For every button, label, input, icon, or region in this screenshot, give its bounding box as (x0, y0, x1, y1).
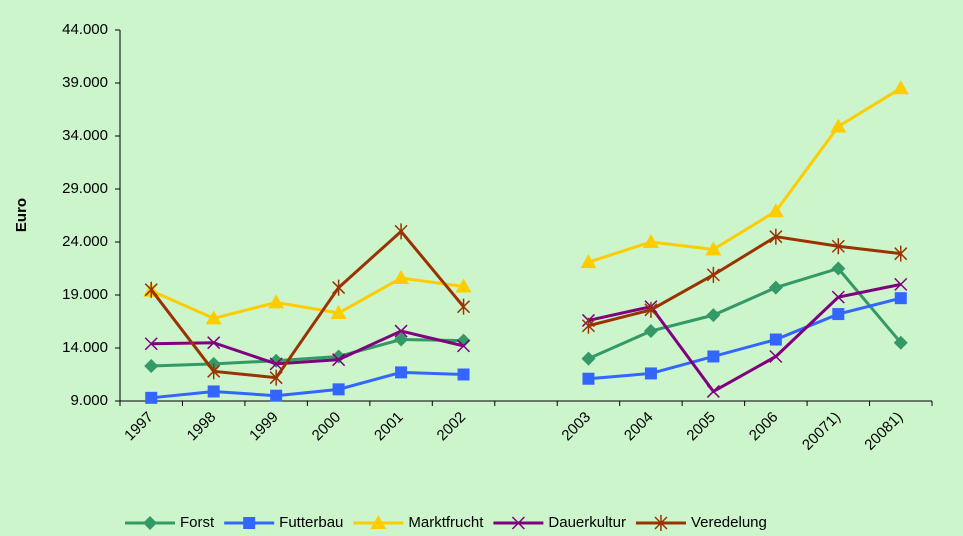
marker (394, 324, 408, 338)
marker (581, 317, 595, 334)
legend-label: Veredelung (691, 514, 767, 531)
marker (455, 278, 472, 293)
marker (269, 369, 283, 386)
marker (894, 245, 908, 262)
marker (332, 353, 346, 367)
marker (831, 261, 846, 276)
y-tick-label: 14.000 (62, 339, 108, 356)
legend-label: Futterbau (279, 514, 343, 531)
marker (643, 324, 658, 339)
marker (705, 241, 722, 256)
series-line (150, 229, 901, 380)
series-line (151, 296, 902, 400)
marker (207, 363, 221, 380)
marker (830, 118, 847, 133)
marker (332, 383, 345, 396)
marker (768, 280, 783, 295)
marker (144, 281, 158, 298)
marker (580, 254, 597, 269)
marker (144, 337, 158, 351)
marker (330, 305, 347, 320)
marker (894, 277, 908, 291)
marker (395, 366, 408, 379)
marker (706, 266, 720, 283)
legend-label: Forst (180, 514, 215, 531)
y-tick-label: 34.000 (62, 127, 108, 144)
series-line (151, 282, 902, 394)
y-tick-label: 24.000 (62, 233, 108, 250)
marker (832, 308, 845, 321)
marker (831, 290, 845, 304)
y-axis-label: Euro (13, 198, 30, 232)
marker (393, 270, 410, 285)
marker (457, 298, 471, 315)
legend-item: Veredelung (635, 514, 767, 531)
marker (457, 368, 470, 381)
marker (332, 279, 346, 296)
marker (370, 515, 387, 529)
marker (144, 359, 159, 374)
marker (269, 357, 283, 371)
marker (207, 385, 220, 398)
legend-item: Dauerkultur (493, 514, 626, 531)
marker (767, 203, 784, 218)
marker (644, 301, 658, 318)
y-tick-label: 9.000 (70, 392, 108, 409)
marker (457, 339, 471, 353)
legend-item: Forst (125, 514, 215, 531)
series-line (150, 87, 902, 320)
y-tick-label: 44.000 (62, 21, 108, 38)
marker (707, 350, 720, 363)
y-tick-label: 19.000 (62, 286, 108, 303)
marker (769, 349, 783, 364)
marker (243, 517, 256, 529)
marker (893, 335, 908, 350)
marker (582, 372, 595, 385)
marker (511, 516, 525, 530)
legend-label: Dauerkultur (548, 514, 626, 531)
y-tick-label: 29.000 (62, 180, 108, 197)
marker (892, 80, 909, 95)
marker (769, 228, 783, 245)
legend-item: Futterbau (224, 514, 343, 531)
marker (642, 234, 659, 248)
marker (270, 389, 283, 402)
marker (145, 391, 158, 404)
marker (769, 333, 782, 346)
marker (205, 310, 222, 325)
marker (644, 367, 657, 380)
series-line (151, 266, 902, 368)
marker (581, 351, 596, 366)
marker (394, 332, 409, 347)
y-tick-label: 39.000 (62, 74, 108, 91)
marker (706, 384, 720, 398)
marker (831, 238, 845, 255)
marker (654, 515, 668, 531)
marker (143, 516, 157, 530)
marker (207, 336, 221, 350)
marker (894, 292, 907, 305)
marker (706, 308, 721, 323)
marker (394, 223, 408, 240)
legend-item: Marktfrucht (353, 514, 484, 531)
marker (268, 294, 285, 309)
legend-label: Marktfrucht (408, 514, 484, 531)
